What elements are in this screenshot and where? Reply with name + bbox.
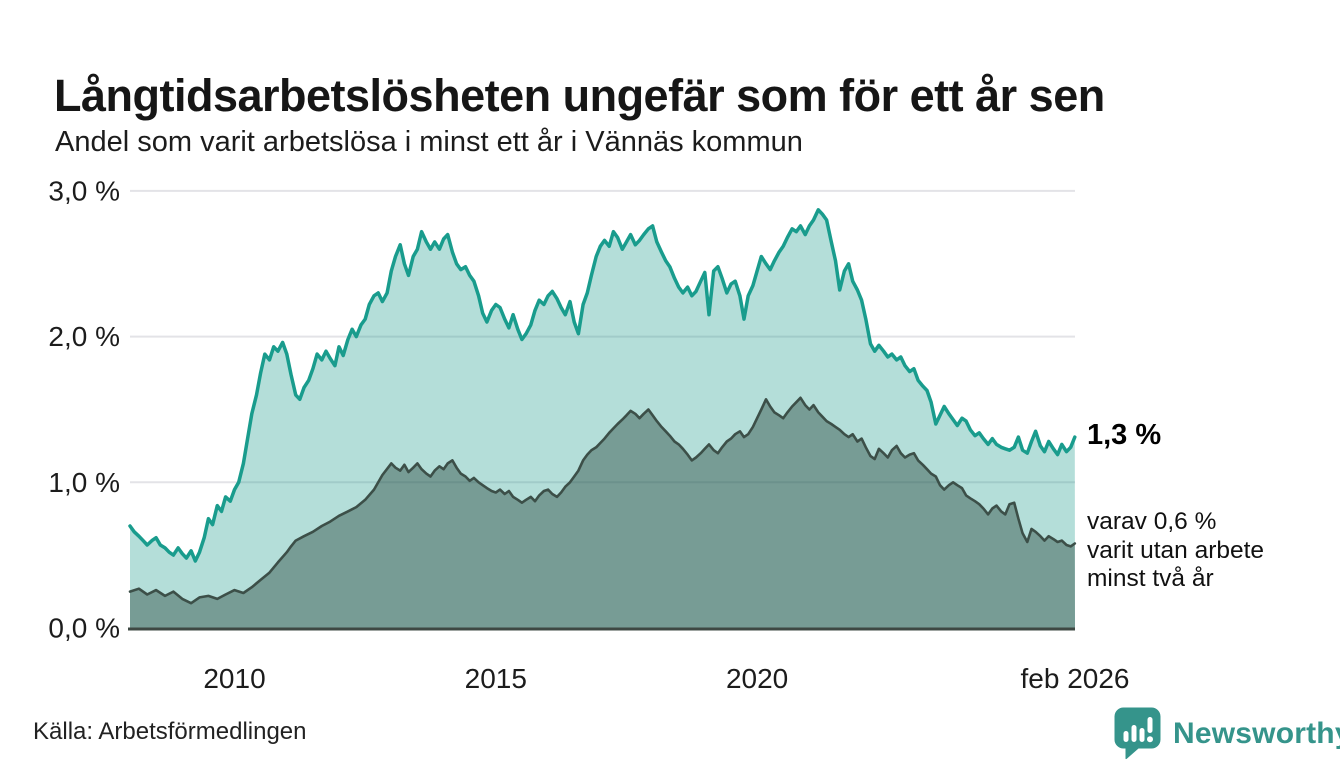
- series2-line: [128, 396, 1077, 605]
- series2-annotation-line2: varit utan arbete: [1087, 536, 1265, 564]
- y-tick-label: 3,0 %: [48, 175, 120, 206]
- series2-area: [130, 397, 1075, 628]
- y-tick-label: 1,0 %: [48, 467, 120, 498]
- series2-annotation: varav 0,6 % varit utan arbete minst två …: [1087, 508, 1264, 594]
- chart-subtitle: Andel som varit arbetslösa i minst ett å…: [55, 126, 803, 158]
- x-tick-label: 2020: [726, 663, 788, 694]
- series2-annotation-line3: minst två år: [1087, 565, 1214, 592]
- newsworthy-logo: Newsworthy: [1114, 707, 1340, 760]
- y-tick-label: 0,0 %: [48, 613, 120, 644]
- series1-area: [130, 209, 1075, 629]
- series1-line: [128, 208, 1077, 563]
- x-tick-label: 2015: [465, 663, 527, 694]
- series2-annotation-line1: varav 0,6 %: [1087, 508, 1217, 535]
- series1-end-value-label: 1,3 %: [1087, 419, 1162, 451]
- x-tick-label: 2010: [203, 663, 265, 694]
- x-tick-label: feb 2026: [1021, 663, 1130, 694]
- newsworthy-bubble-chart-icon: [1114, 707, 1161, 760]
- newsworthy-wordmark: Newsworthy: [1173, 716, 1340, 750]
- source-credit: Källa: Arbetsförmedlingen: [33, 718, 307, 745]
- chart-title: Långtidsarbetslösheten ungefär som för e…: [54, 70, 1105, 122]
- y-tick-label: 2,0 %: [48, 321, 120, 352]
